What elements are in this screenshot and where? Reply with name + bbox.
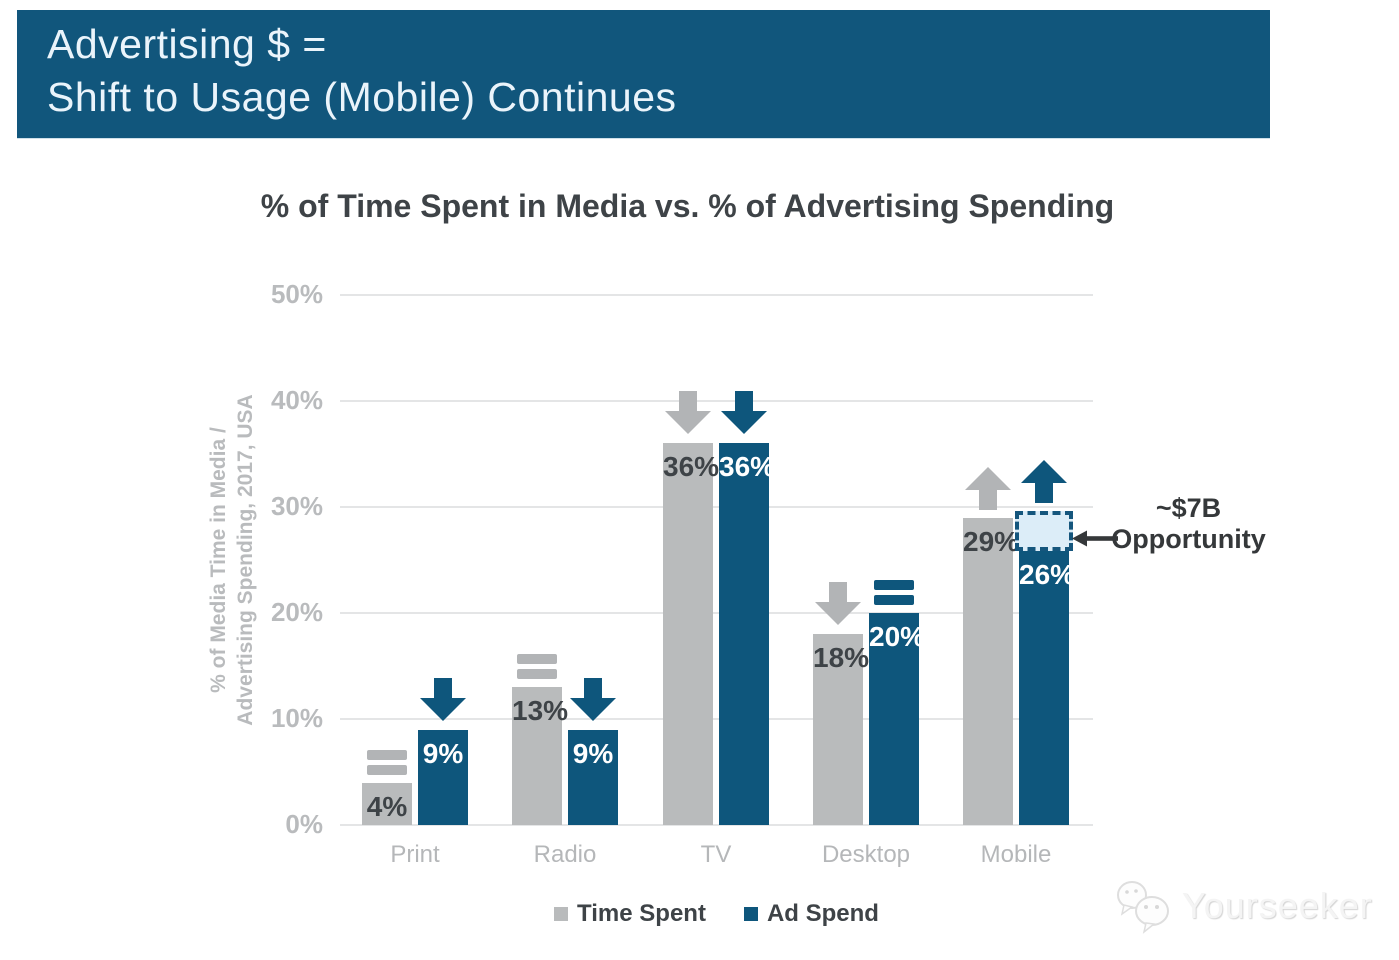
category-label: TV bbox=[700, 841, 732, 868]
grid-line bbox=[340, 400, 1093, 402]
equals-bar bbox=[367, 749, 407, 760]
banner-title-line2: Shift to Usage (Mobile) Continues bbox=[47, 74, 677, 120]
bar-value-label: 9% bbox=[422, 737, 464, 769]
bar-value-label: 4% bbox=[366, 790, 408, 822]
category-label: Mobile bbox=[980, 841, 1052, 868]
up-arrow-icon bbox=[965, 466, 1011, 510]
y-axis-title: % of Media Time in Media / Advertising S… bbox=[205, 394, 259, 725]
category-label: Desktop bbox=[821, 841, 911, 868]
bar-value-label: 20% bbox=[869, 621, 926, 652]
bar-time-spent bbox=[362, 782, 412, 825]
bar-time-spent bbox=[963, 517, 1013, 825]
equals-bar bbox=[874, 580, 914, 590]
legend-item: Ad Spend bbox=[743, 900, 879, 928]
bar-time-spent bbox=[663, 443, 713, 825]
bar-value-label: 18% bbox=[813, 642, 870, 674]
y-tick-label: 50% bbox=[270, 279, 323, 309]
flat-trend-icon bbox=[874, 580, 914, 610]
legend-swatch bbox=[554, 907, 569, 921]
equals-bar bbox=[874, 595, 914, 605]
chart-title: % of Time Spent in Media vs. % of Advert… bbox=[260, 188, 1115, 224]
equals-bar bbox=[517, 654, 557, 665]
flat-trend-icon bbox=[517, 654, 557, 684]
annotation-arrow-icon bbox=[1072, 530, 1118, 547]
flat-trend-icon bbox=[367, 749, 407, 780]
banner-title-line1: Advertising $ = bbox=[47, 21, 327, 67]
down-arrow-icon bbox=[815, 582, 861, 626]
y-tick-label: 40% bbox=[270, 385, 323, 415]
bar-ad-spend bbox=[568, 729, 618, 825]
watermark: Yourseeker bbox=[1112, 878, 1373, 934]
bar-time-spent bbox=[512, 687, 562, 825]
legend-label: Ad Spend bbox=[766, 900, 879, 927]
watermark-text: Yourseeker bbox=[1182, 885, 1373, 926]
annotation-line1: ~$7B bbox=[1155, 493, 1222, 523]
bar-time-spent bbox=[813, 634, 863, 825]
y-tick-label: 20% bbox=[270, 597, 323, 627]
up-arrow-icon bbox=[1021, 460, 1067, 504]
grid-line bbox=[340, 612, 1093, 614]
y-tick-label: 30% bbox=[270, 491, 323, 521]
bar-value-label: 36% bbox=[719, 451, 776, 483]
bar-ad-spend bbox=[418, 729, 468, 825]
bar-value-label: 9% bbox=[572, 737, 614, 769]
y-axis-title-line2: Advertising Spending, 2017, USA bbox=[234, 394, 257, 726]
opportunity-box bbox=[1015, 511, 1073, 552]
grid-line bbox=[340, 718, 1093, 720]
bar-value-label: 13% bbox=[512, 695, 569, 727]
bar-ad-spend bbox=[1019, 549, 1069, 825]
y-tick-label: 10% bbox=[270, 703, 323, 733]
y-axis-title-line1: % of Media Time in Media / bbox=[207, 427, 230, 693]
category-label: Radio bbox=[533, 841, 597, 868]
grid-line bbox=[340, 294, 1093, 296]
equals-bar bbox=[517, 669, 557, 680]
y-tick-label: 0% bbox=[285, 809, 323, 839]
bar-ad-spend bbox=[869, 613, 919, 825]
bar-ad-spend bbox=[719, 443, 769, 825]
grid-line bbox=[340, 824, 1093, 826]
opportunity-annotation: ~$7B Opportunity bbox=[1106, 493, 1271, 555]
legend-swatch bbox=[743, 907, 758, 921]
bar-value-label: 26% bbox=[1019, 559, 1076, 591]
legend-label: Time Spent bbox=[577, 900, 706, 927]
down-arrow-icon bbox=[721, 391, 767, 435]
legend: Time Spent Ad Spend bbox=[340, 900, 1093, 928]
legend-item: Time Spent bbox=[554, 900, 706, 928]
down-arrow-icon bbox=[570, 677, 616, 721]
equals-bar bbox=[367, 764, 407, 775]
bar-value-label: 29% bbox=[963, 525, 1020, 557]
category-label: Print bbox=[390, 841, 440, 868]
yourseeker-logo-icon bbox=[1117, 881, 1169, 934]
down-arrow-icon bbox=[665, 391, 711, 435]
down-arrow-icon bbox=[420, 677, 466, 721]
bar-value-label: 36% bbox=[663, 451, 720, 483]
annotation-line2: Opportunity bbox=[1111, 524, 1266, 554]
slide-header: Advertising $ = Shift to Usage (Mobile) … bbox=[17, 10, 1270, 138]
grid-line bbox=[340, 506, 1093, 508]
